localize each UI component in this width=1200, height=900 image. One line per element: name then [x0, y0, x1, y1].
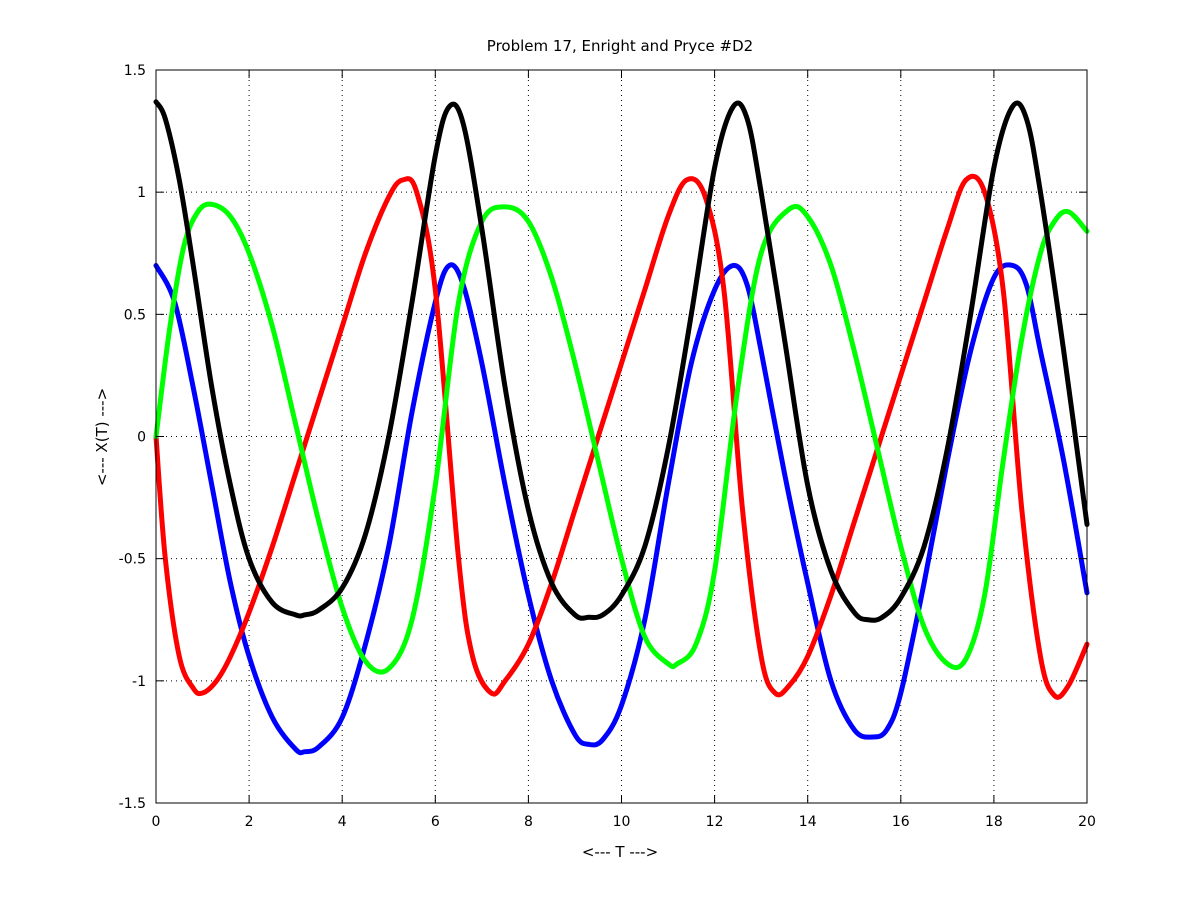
series-line-green	[153, 201, 1090, 675]
y-tick-label: -0.5	[119, 552, 146, 568]
x-tick-label: 2	[245, 814, 254, 830]
y-tick-label: 0.5	[124, 307, 146, 323]
y-tick-label: -1.5	[119, 796, 146, 812]
x-tick-label: 20	[1078, 814, 1096, 830]
y-tick-label: -1	[132, 674, 146, 690]
y-axis-label: <--- X(T) --->	[93, 388, 111, 486]
x-tick-label: 8	[524, 814, 533, 830]
x-tick-label: 10	[613, 814, 631, 830]
y-tick-label: 0	[137, 430, 146, 446]
x-tick-label: 18	[985, 814, 1003, 830]
axis-ticks: 0 2 4 6 8 10 12 14 16 18 20 -1.5 -1 -0.5 0 0.5 1 1.5	[119, 63, 1096, 830]
x-tick-label: 6	[431, 814, 440, 830]
x-tick-label: 4	[338, 814, 347, 830]
chart-title: Problem 17, Enright and Pryce #D2	[487, 37, 753, 55]
series-line-red	[153, 173, 1090, 700]
x-tick-label: 14	[799, 814, 817, 830]
x-tick-label: 16	[892, 814, 910, 830]
y-tick-label: 1.5	[124, 63, 146, 79]
y-tick-label: 1	[137, 185, 146, 201]
x-axis-label: <--- T --->	[582, 843, 658, 861]
x-tick-label: 0	[152, 814, 161, 830]
x-tick-label: 12	[706, 814, 724, 830]
series-layer	[153, 99, 1090, 756]
series-line-blue	[153, 262, 1090, 756]
series-line-black	[153, 99, 1090, 623]
